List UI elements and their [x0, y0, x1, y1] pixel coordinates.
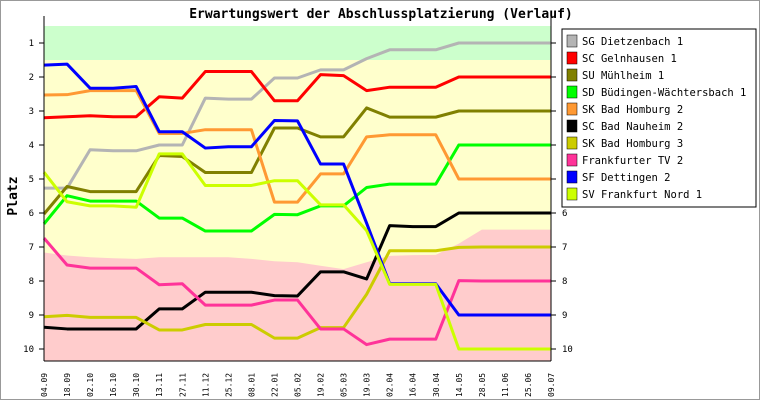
y-tick-label-right: 6 — [562, 209, 567, 219]
legend-swatch — [566, 136, 578, 150]
series-line-sd-b-dingen-w-chtersbach-1 — [42, 143, 551, 233]
series-line-frankfurter-tv-2 — [42, 237, 551, 347]
series-line-sc-gelnhausen-1 — [43, 70, 551, 120]
x-tick-label: 25.06 — [524, 373, 533, 397]
legend-swatch — [566, 153, 578, 167]
x-tick-label: 02.04 — [386, 373, 395, 397]
legend-swatch — [566, 187, 578, 201]
series-line-sv-frankfurt-nord-1 — [42, 152, 551, 351]
series-line-su-m-hlheim-1 — [42, 106, 551, 215]
y-tick-label-right: 8 — [562, 277, 567, 287]
legend-swatch — [566, 68, 578, 82]
x-tick-label: 04.09 — [40, 373, 49, 397]
x-tick-label: 11.12 — [201, 373, 210, 397]
x-tick-label: 27.11 — [178, 373, 187, 397]
y-tick-label-left: 4 — [29, 141, 34, 151]
x-tick-label: 14.05 — [455, 373, 464, 397]
legend-label: SV Frankfurt Nord 1 — [582, 189, 702, 201]
series-line-sk-bad-homburg-2 — [43, 89, 551, 204]
legend-swatch — [566, 34, 578, 48]
legend-label: SK Bad Homburg 2 — [582, 104, 683, 116]
y-tick-label-right: 7 — [562, 243, 567, 253]
legend-swatch — [566, 170, 578, 184]
x-tick-label: 16.04 — [409, 373, 418, 397]
x-tick-label: 11.06 — [501, 373, 510, 397]
x-tick-label: 19.03 — [363, 373, 372, 397]
y-tick-label-left: 8 — [29, 277, 34, 287]
x-tick-label: 08.01 — [247, 373, 256, 397]
x-tick-label: 19.02 — [317, 373, 326, 397]
legend-swatch — [566, 102, 578, 116]
x-tick-label: 05.02 — [294, 373, 303, 397]
x-tick-label: 18.09 — [63, 373, 72, 397]
x-tick-label: 05.03 — [340, 373, 349, 397]
legend: SG Dietzenbach 1 SC Gelnhausen 1 SU Mühlhe… — [561, 28, 757, 208]
x-tick-label: 16.10 — [109, 373, 118, 397]
legend-label: SU Mühlheim 1 — [582, 70, 664, 82]
y-tick-label-left: 1 — [29, 39, 34, 49]
y-tick-label-left: 9 — [29, 311, 34, 321]
y-tick-label-left: 3 — [29, 107, 34, 117]
legend-label: Frankfurter TV 2 — [582, 155, 683, 167]
y-tick-label-right: 9 — [562, 311, 567, 321]
x-tick-label: 22.01 — [270, 373, 279, 397]
legend-swatch — [566, 51, 578, 65]
legend-swatch — [566, 85, 578, 99]
legend-box — [561, 28, 757, 208]
series-line-sg-dietzenbach-1 — [44, 41, 551, 190]
legend-label: SC Bad Nauheim 2 — [582, 121, 683, 133]
series-line-sk-bad-homburg-3 — [43, 245, 551, 340]
y-tick-label-left: 7 — [29, 243, 34, 253]
x-tick-label: 30.04 — [432, 373, 441, 397]
series-lines — [42, 41, 551, 351]
axes: 112233445566778899101004.0918.0902.1016.… — [23, 16, 573, 397]
series-line-sc-bad-nauheim-2 — [43, 211, 551, 331]
legend-swatch — [566, 119, 578, 133]
legend-label: SC Gelnhausen 1 — [582, 53, 677, 65]
x-tick-label: 09.07 — [547, 373, 556, 397]
x-tick-label: 13.11 — [155, 373, 164, 397]
legend-label: SD Büdingen-Wächtersbach 1 — [582, 87, 746, 99]
legend-label: SG Dietzenbach 1 — [582, 36, 683, 48]
series-line-sf-dettingen-2 — [43, 62, 551, 317]
x-tick-label: 25.12 — [224, 373, 233, 397]
y-tick-label-right: 10 — [562, 345, 573, 355]
y-tick-label-left: 2 — [29, 73, 34, 83]
chart-title: Erwartungswert der Abschlussplatzierung … — [189, 7, 573, 22]
x-tick-label: 28.05 — [478, 373, 487, 397]
x-tick-label: 02.10 — [86, 373, 95, 397]
y-tick-label-left: 10 — [23, 345, 34, 355]
legend-label: SK Bad Homburg 3 — [582, 138, 683, 150]
y-tick-label-left: 5 — [29, 175, 34, 185]
legend-label: SF Dettingen 2 — [582, 172, 671, 184]
y-axis-label: Platz — [6, 176, 21, 215]
x-tick-label: 30.10 — [132, 373, 141, 397]
y-tick-label-left: 6 — [29, 209, 34, 219]
